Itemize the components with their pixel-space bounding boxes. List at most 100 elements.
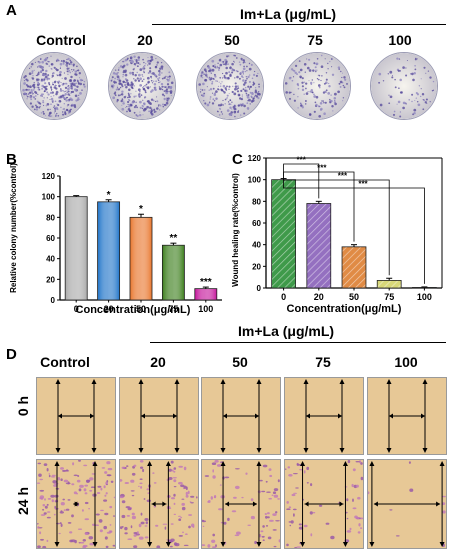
colony-dot — [131, 82, 133, 84]
colony-dot — [227, 77, 230, 80]
colony-dot — [247, 85, 250, 88]
migrated-cell — [265, 480, 268, 483]
colony-dot — [158, 71, 161, 74]
colony-dot — [138, 113, 142, 117]
colony-dot — [342, 84, 345, 87]
colony-dot — [429, 76, 432, 79]
colony-dot — [65, 99, 68, 102]
y-tick-label: 60 — [252, 219, 261, 228]
colony-dot — [118, 67, 120, 69]
colony-dot — [64, 110, 66, 112]
migrated-cell — [174, 543, 180, 547]
colony-dot — [215, 80, 217, 82]
colony-dot — [55, 115, 57, 117]
colony-dot — [160, 65, 164, 69]
migrated-cell — [46, 516, 51, 519]
colony-dot — [242, 59, 245, 62]
migrated-cell — [113, 496, 115, 499]
migrated-cell — [346, 517, 349, 520]
colony-dot — [311, 79, 313, 81]
colony-dot — [391, 75, 394, 77]
colony-dot — [44, 115, 47, 117]
colony-dot — [63, 91, 65, 93]
colony-dot — [166, 97, 168, 99]
colony-dot — [233, 60, 235, 63]
colony-dot — [204, 79, 207, 82]
colony-dot — [141, 67, 144, 70]
colony-dot — [131, 101, 135, 104]
colony-dot — [26, 95, 29, 98]
colony-dot — [127, 100, 130, 104]
colony-dot — [65, 64, 67, 66]
colony-dot — [37, 82, 40, 85]
colony-dot — [127, 96, 129, 99]
colony-dot — [134, 106, 137, 108]
colony-dot — [219, 107, 221, 110]
migrated-cell — [234, 534, 240, 537]
colony-dot — [216, 65, 219, 68]
colony-dot — [226, 63, 228, 65]
colony-dot — [257, 97, 260, 100]
colony-dot — [220, 103, 223, 107]
bar — [306, 203, 332, 289]
colony-dot — [70, 75, 73, 79]
colony-dot — [127, 98, 130, 101]
colony-dot — [47, 77, 50, 80]
migrated-cell — [395, 535, 400, 537]
colony-dot — [50, 89, 53, 92]
colony-dot — [162, 105, 165, 108]
colony-dot — [346, 82, 348, 85]
colony-dot — [424, 101, 427, 104]
chart-c-y-label: Wound healing rate(%control) — [231, 173, 240, 287]
panel-a-letter: A — [6, 2, 17, 19]
colony-dot — [34, 90, 37, 94]
colony-dot — [119, 94, 121, 96]
colony-dot — [48, 65, 51, 67]
colony-dot — [25, 94, 28, 96]
colony-dot — [253, 73, 256, 76]
colony-dot — [258, 91, 260, 93]
colony-dot — [38, 61, 41, 64]
migrated-cell — [185, 533, 188, 535]
migrated-cell — [140, 466, 144, 469]
colony-dot — [114, 77, 117, 80]
migrated-cell — [212, 533, 215, 537]
colony-dot — [151, 89, 154, 92]
migrated-cell — [89, 489, 93, 492]
colony-dot — [49, 98, 51, 101]
colony-dot — [130, 104, 133, 107]
migrated-cell — [288, 474, 293, 477]
colony-dot — [151, 72, 153, 74]
colony-dot — [31, 105, 34, 108]
migrated-cell — [272, 491, 277, 494]
migrated-cell — [52, 480, 57, 484]
migrated-cell — [138, 536, 144, 540]
colony-dot — [397, 100, 401, 104]
colony-dot — [170, 86, 173, 89]
colony-dot — [413, 71, 416, 75]
colony-dot — [235, 57, 238, 59]
migrated-cell — [181, 502, 185, 506]
colony-dot — [415, 57, 417, 60]
colony-dot — [217, 69, 220, 71]
colony-dot — [31, 62, 34, 66]
colony-dot — [53, 106, 55, 109]
colony-dot — [115, 88, 118, 91]
migrated-cell — [95, 513, 100, 516]
colony-dot — [399, 115, 402, 118]
migrated-cell — [146, 499, 151, 503]
colony-dot — [224, 103, 226, 105]
migrated-cell — [120, 479, 123, 482]
colony-dot — [69, 79, 73, 82]
colony-dot — [41, 68, 44, 72]
colony-dot — [318, 86, 321, 89]
colony-dot — [327, 62, 329, 65]
colony-dot — [303, 81, 305, 83]
colony-dot — [119, 65, 123, 68]
colony-dot — [244, 81, 247, 84]
colony-dot — [254, 87, 257, 89]
wound-healing-image — [284, 459, 364, 549]
colony-dot — [129, 56, 133, 60]
y-tick-label: 100 — [42, 193, 56, 202]
colony-dot — [142, 75, 144, 78]
